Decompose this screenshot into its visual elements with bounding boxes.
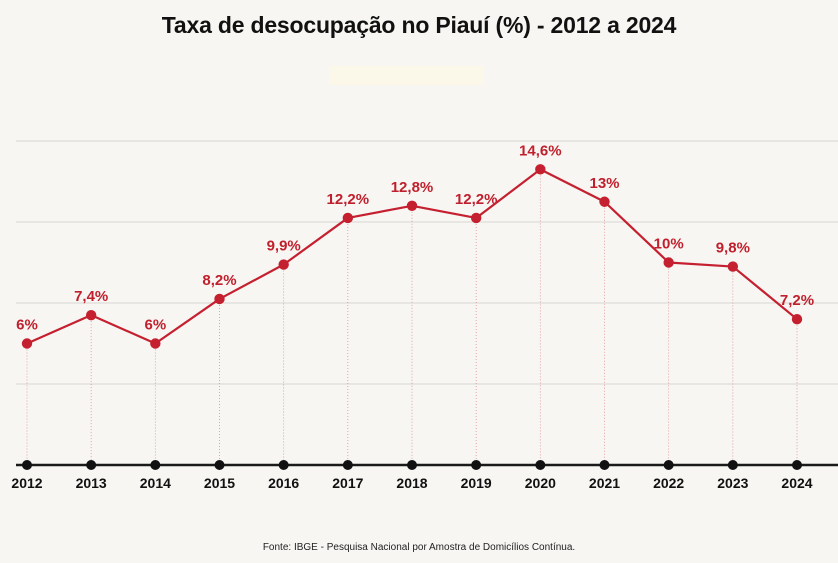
axis-marker-2017 [342, 460, 353, 470]
title-highlight-band [329, 66, 484, 85]
x-tick-label-2017: 2017 [332, 475, 363, 491]
x-tick-label-2016: 2016 [268, 475, 299, 491]
data-label-2015: 8,2% [202, 272, 236, 289]
chart-title: Taxa de desocupação no Piauí (%) - 2012 … [161, 12, 677, 38]
x-tick-label-2014: 2014 [140, 475, 171, 491]
axis-marker-2015 [214, 460, 225, 470]
axis-marker-2021 [599, 460, 610, 470]
x-tick-label-2018: 2018 [396, 475, 427, 491]
axis-marker-2020 [535, 460, 546, 470]
axis-marker-2022 [663, 460, 674, 470]
x-tick-label-2024: 2024 [781, 475, 812, 491]
axis-marker-2016 [278, 460, 289, 470]
data-label-2024: 7,2% [780, 292, 814, 309]
data-label-2021: 13% [589, 175, 619, 192]
data-point-2019 [470, 212, 482, 224]
data-point-2024 [791, 314, 803, 325]
data-point-2020 [535, 164, 546, 175]
data-point-2017 [342, 212, 354, 224]
data-labels: 6% 7,4% 6% 8,2% 9,9% 12,2% 12,8% 12,2% 14,6% 13% 1… [16, 142, 814, 333]
data-point-2014 [150, 338, 161, 349]
data-point-2015 [214, 293, 225, 305]
x-tick-label-2021: 2021 [589, 475, 620, 491]
data-label-2019: 12,2% [455, 191, 498, 208]
data-point-2013 [85, 309, 97, 321]
x-tick-label-2013: 2013 [76, 475, 107, 491]
x-tick-label-2022: 2022 [653, 475, 684, 491]
data-label-2023: 9,8% [716, 240, 750, 257]
grid-lines [16, 140, 838, 385]
axis-marker-2024 [792, 460, 802, 470]
data-point-2016 [278, 259, 289, 270]
x-tick-label-2019: 2019 [461, 475, 492, 491]
data-label-2022: 10% [654, 236, 684, 253]
x-tick-label-2015: 2015 [204, 475, 235, 491]
x-tick-label-2023: 2023 [717, 475, 748, 491]
source-note: Fonte: IBGE - Pesquisa Nacional por Amos… [262, 542, 576, 553]
axis-marker-2023 [727, 460, 738, 470]
data-point-2012 [21, 338, 33, 349]
axis-marker-2019 [471, 460, 482, 470]
data-point-2018 [406, 200, 418, 211]
data-point-2023 [727, 261, 739, 272]
data-label-2012: 6% [16, 317, 38, 334]
data-label-2016: 9,9% [267, 238, 301, 255]
axis-marker-2018 [407, 460, 417, 470]
axis-marker-2012 [22, 460, 32, 470]
x-tick-label-2020: 2020 [525, 475, 556, 491]
axis-marker-2014 [150, 460, 161, 470]
data-point-2021 [599, 196, 610, 207]
x-axis [16, 460, 838, 470]
drop-lines [26, 169, 798, 465]
data-label-2020: 14,6% [519, 142, 562, 159]
data-label-2017: 12,2% [327, 191, 370, 208]
data-label-2013: 7,4% [74, 288, 108, 305]
data-label-2018: 12,8% [391, 179, 434, 196]
x-tick-label-2012: 2012 [11, 475, 42, 491]
axis-marker-2013 [86, 460, 97, 470]
x-tick-labels: 2012 2013 2014 2015 2016 2017 2018 2019 2020 2021… [11, 475, 812, 491]
data-label-2014: 6% [144, 317, 166, 334]
series [21, 164, 803, 349]
data-point-2022 [663, 257, 674, 268]
